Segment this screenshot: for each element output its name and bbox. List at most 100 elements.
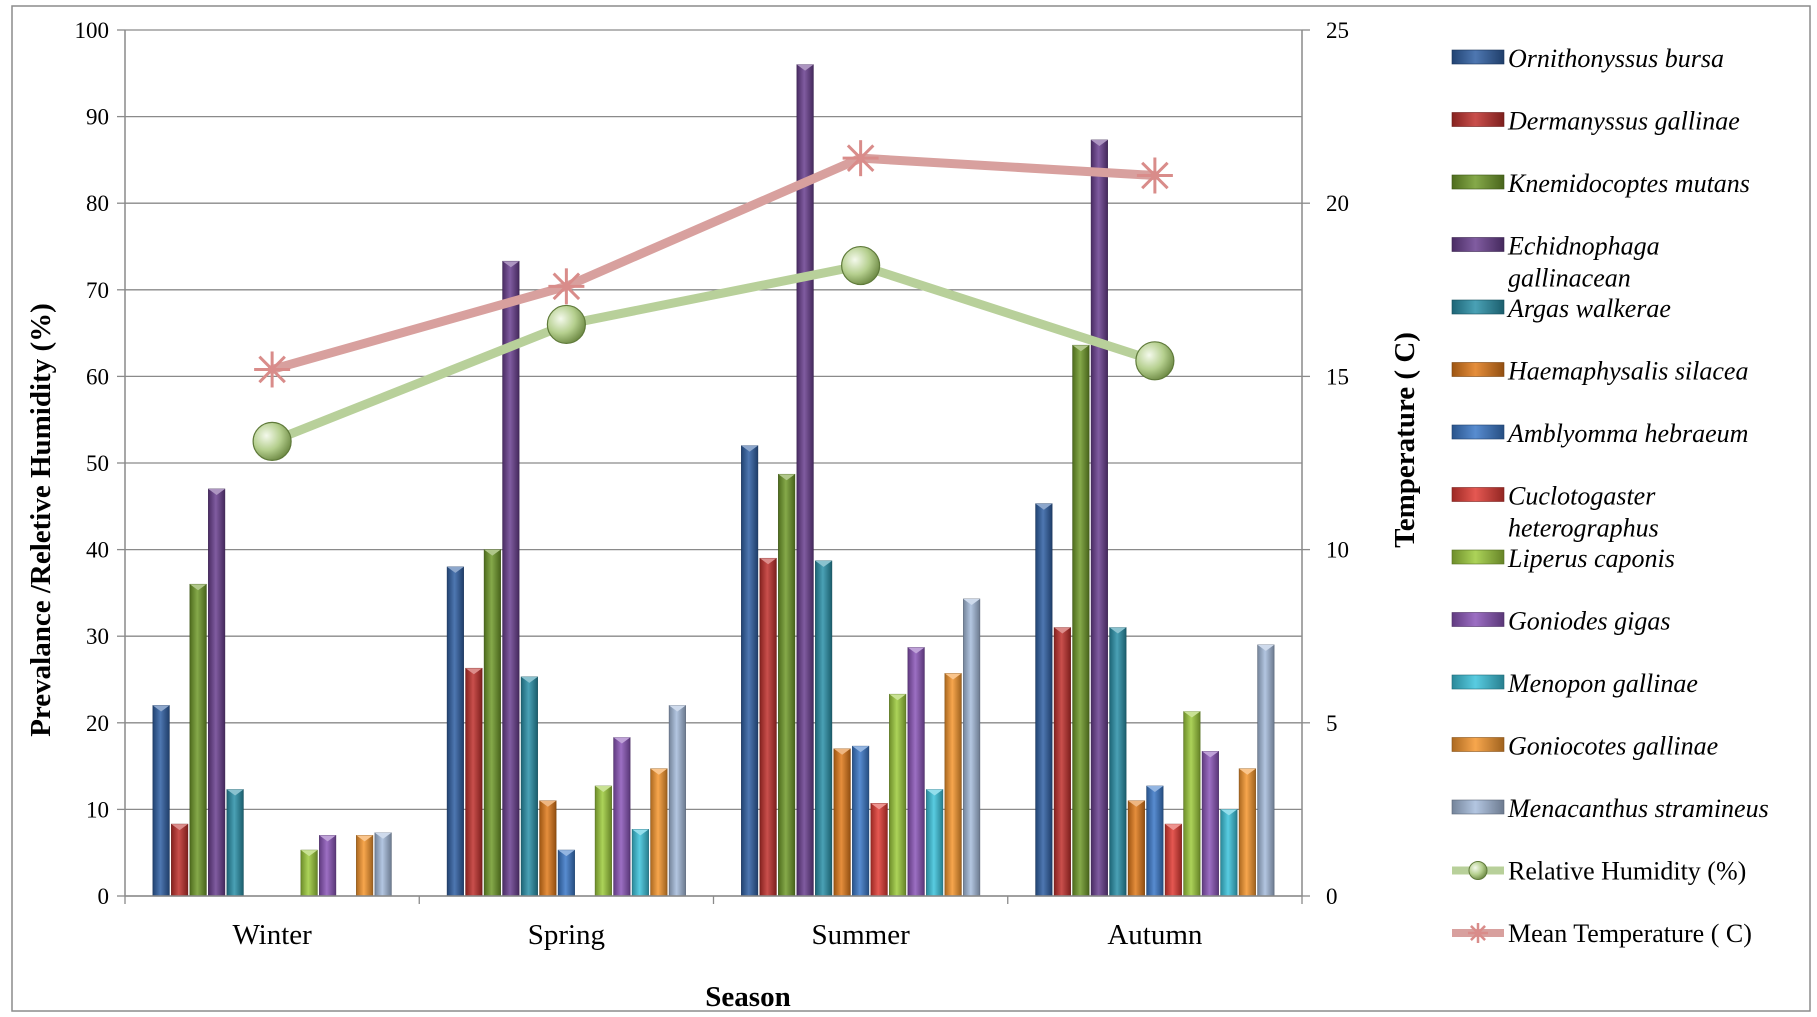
legend-swatch [1451, 549, 1505, 565]
legend-swatch [1451, 49, 1505, 65]
temperature-point [548, 268, 585, 305]
legend-label: Relative Humidity (%) [1508, 857, 1746, 886]
y2-axis-label: Temperature ( C) [1389, 332, 1421, 548]
legend-swatch [1451, 612, 1505, 627]
y-tick-label: 70 [86, 278, 109, 303]
legend-entry: Mean Temperature ( C) [1452, 919, 1752, 948]
bar [852, 745, 870, 897]
bar [1220, 809, 1238, 897]
legend-swatch [1451, 299, 1505, 315]
bar [907, 647, 925, 897]
bar [1127, 800, 1145, 897]
legend-entry: Menacanthus stramineus [1451, 794, 1769, 823]
bar [815, 560, 833, 897]
y-tick-label: 10 [86, 797, 109, 822]
humidity-point [546, 304, 586, 345]
bar [208, 488, 226, 897]
bar [1164, 823, 1182, 897]
bar [1035, 503, 1053, 897]
x-tick-label: Winter [232, 919, 312, 951]
y-tick-label: 60 [86, 364, 109, 389]
legend-entry: Haemaphysalis silacea [1451, 357, 1748, 386]
bar [374, 832, 392, 897]
legend-label: Goniocotes gallinae [1508, 732, 1718, 761]
y-tick-label: 40 [86, 538, 109, 563]
legend-entry: Goniocotes gallinae [1451, 732, 1718, 761]
temperature-line [267, 153, 1160, 374]
y-axis-label: Prevalance /Reletive Humidity (%) [25, 303, 57, 737]
legend-label: Menopon gallinae [1507, 669, 1698, 698]
legend-entry: Menopon gallinae [1451, 669, 1698, 698]
bar [539, 800, 557, 897]
legend: Ornithonyssus bursa Dermanyssus gallinae K… [1451, 44, 1769, 948]
y-tick-label: 30 [86, 624, 109, 649]
legend-swatch [1451, 674, 1505, 690]
line-series [252, 140, 1175, 461]
legend-entry: Echidnophaga gallinacean [1451, 232, 1660, 293]
temperature-point [842, 140, 879, 177]
bar [1072, 344, 1090, 897]
legend-swatch [1451, 174, 1505, 190]
axes: 0 10 20 30 40 50 60 70 80 90 100 0 5 10 15 20 25 Winter Sp… [75, 18, 1350, 951]
legend-label: Amblyomma hebraeum [1506, 419, 1748, 448]
bar [668, 705, 686, 897]
legend-swatch [1451, 362, 1505, 377]
humidity-point [252, 421, 292, 461]
y-tick-label: 100 [75, 18, 110, 43]
bar [650, 768, 668, 897]
bar [594, 785, 612, 897]
bar [465, 667, 483, 897]
legend-entry: Dermanyssus gallinae [1451, 107, 1740, 136]
bar [319, 835, 337, 897]
humidity-point [1135, 341, 1175, 381]
x-tick-label: Autumn [1107, 919, 1203, 951]
legend-swatch [1451, 737, 1505, 752]
bar [1257, 644, 1275, 897]
humidity-point [841, 245, 881, 286]
legend-entry: Amblyomma hebraeum [1451, 419, 1748, 448]
legend-label: Liperus caponis [1507, 544, 1675, 573]
legend-entry: Argas walkerae [1451, 294, 1671, 323]
x-tick-label: Summer [811, 919, 910, 951]
bar [870, 803, 888, 897]
bar [1109, 627, 1127, 897]
y2-tick-label: 25 [1326, 18, 1349, 43]
bar [833, 748, 851, 897]
legend-label: Ornithonyssus bursa [1508, 44, 1724, 73]
y2-tick-label: 10 [1326, 538, 1349, 563]
bar [1238, 768, 1256, 897]
legend-label: Menacanthus stramineus [1507, 794, 1769, 823]
bar [1201, 751, 1219, 897]
bar [502, 260, 520, 897]
legend-label: Argas walkerae [1506, 294, 1671, 323]
bar [171, 823, 189, 897]
bar [889, 693, 907, 897]
bar [446, 566, 464, 897]
legend-swatch [1451, 237, 1505, 252]
y2-tick-label: 5 [1326, 711, 1338, 736]
temperature-point [1136, 157, 1173, 194]
legend-label: Cuclotogaster heterographus [1508, 482, 1659, 543]
legend-label: Haemaphysalis silacea [1507, 357, 1748, 386]
bar [189, 583, 207, 897]
legend-entry: Relative Humidity (%) [1452, 857, 1746, 886]
bar [557, 849, 575, 897]
bar [356, 835, 374, 897]
legend-entry: Cuclotogaster heterographus [1451, 482, 1659, 543]
legend-entry: Ornithonyssus bursa [1451, 44, 1724, 73]
y-tick-label: 50 [86, 451, 109, 476]
temperature-point [254, 351, 291, 388]
x-tick-label: Spring [528, 919, 605, 951]
y-tick-label: 20 [86, 711, 109, 736]
bar [226, 789, 244, 897]
legend-swatch [1451, 112, 1505, 127]
bar [759, 557, 777, 897]
y2-tick-label: 0 [1326, 884, 1338, 909]
y-tick-label: 0 [98, 884, 110, 909]
bar [1090, 139, 1108, 897]
legend-label: Mean Temperature ( C) [1508, 919, 1752, 948]
bar [1146, 785, 1164, 897]
y-tick-label: 90 [86, 105, 109, 130]
legend-swatch [1451, 424, 1505, 440]
